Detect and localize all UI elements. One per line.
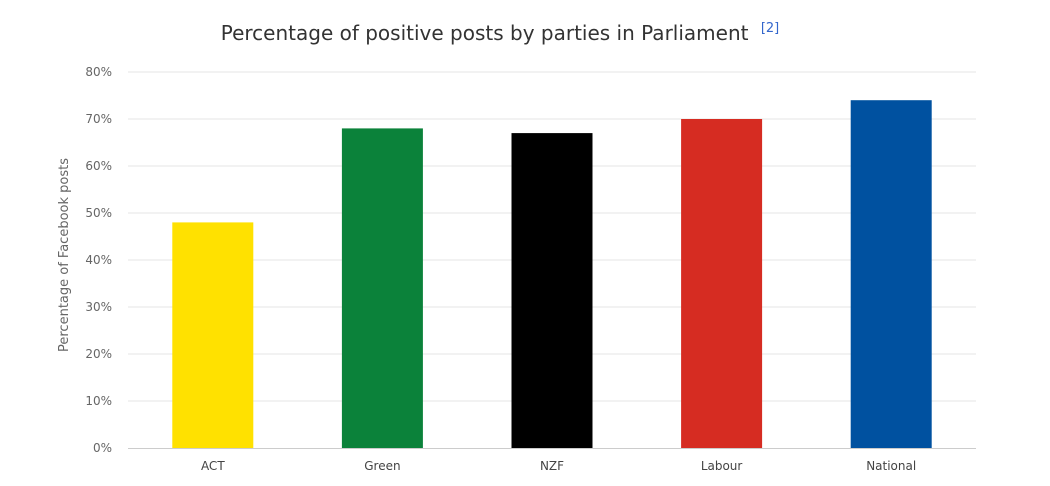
x-axis-labels: ACT Green NZF Labour National [201,459,916,473]
y-tick-label: 70% [85,112,112,126]
y-tick-label: 80% [85,65,112,79]
y-tick-label: 50% [85,206,112,220]
chart-title-text: Percentage of positive posts by parties … [221,21,749,45]
x-tick-label: Green [364,459,400,473]
bar-green[interactable] [341,128,423,448]
x-tick-label: ACT [201,459,225,473]
y-tick-label: 20% [85,347,112,361]
y-axis-title: Percentage of Facebook posts [57,158,72,352]
bars [172,100,932,448]
y-tick-label: 30% [85,300,112,314]
x-tick-label: National [866,459,916,473]
x-tick-label: NZF [540,459,564,473]
y-tick-label: 60% [85,159,112,173]
bar-act[interactable] [172,222,254,448]
bar-labour[interactable] [681,119,763,448]
y-tick-label: 0% [93,441,112,455]
y-tick-label: 10% [85,394,112,408]
y-axis-ticks: 0% 10% 20% 30% 40% 50% 60% 70% 80% [85,65,112,455]
x-tick-label: Labour [701,459,743,473]
chart-title: Percentage of positive posts by parties … [221,21,780,45]
chart-title-reference-link[interactable]: [2] [761,21,779,36]
bar-national[interactable] [850,100,932,448]
y-tick-label: 40% [85,253,112,267]
bar-nzf[interactable] [511,133,593,448]
